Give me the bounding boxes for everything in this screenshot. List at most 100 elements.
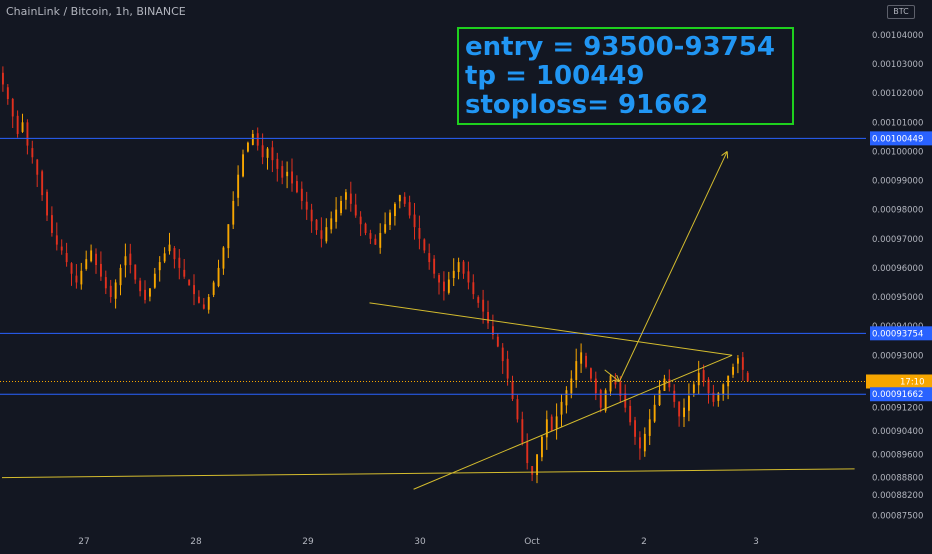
- time-tick-label: 2: [641, 537, 647, 547]
- candle-body: [722, 384, 724, 394]
- candle-body: [2, 73, 4, 85]
- candle-body: [281, 166, 283, 178]
- candle-body: [433, 259, 435, 274]
- candle-body: [90, 250, 92, 261]
- candle-body: [125, 256, 127, 265]
- candle-body: [727, 376, 729, 387]
- price-tick-label: 0.00095000: [872, 293, 923, 303]
- candle-body: [419, 228, 421, 239]
- candle-body: [517, 399, 519, 419]
- candle-body: [325, 227, 327, 241]
- candle-body: [110, 286, 112, 297]
- candle-body: [105, 277, 107, 288]
- candle-body: [267, 149, 269, 158]
- candle-body: [585, 356, 587, 367]
- trend-drawings: [2, 151, 855, 489]
- candle-body: [208, 297, 210, 310]
- candle-body: [340, 201, 342, 213]
- candle-body: [698, 373, 700, 385]
- candle-body: [693, 384, 695, 393]
- candle-body: [561, 402, 563, 415]
- candle-body: [423, 239, 425, 250]
- price-tick-label: 0.00091200: [872, 404, 923, 414]
- candle-body: [394, 204, 396, 216]
- candle-body: [178, 258, 180, 268]
- price-tick-label: 0.00089600: [872, 450, 923, 460]
- candle-body: [12, 99, 14, 117]
- price-tick-label: 0.00104000: [872, 31, 923, 41]
- candle-body: [100, 264, 102, 277]
- candle-body: [7, 87, 9, 99]
- candle-body: [463, 262, 465, 274]
- price-tick-label: 0.00103000: [872, 60, 923, 70]
- price-tick-label: 0.00096000: [872, 264, 923, 274]
- candle-body: [610, 376, 612, 392]
- candle-body: [551, 417, 553, 431]
- candle-body: [468, 271, 470, 282]
- candle-body: [556, 416, 558, 428]
- price-tick-label: 0.00098000: [872, 206, 923, 216]
- candle-body: [213, 282, 215, 294]
- candle-body: [311, 210, 313, 222]
- candle-body: [443, 282, 445, 292]
- candle-body: [659, 390, 661, 405]
- candle-body: [335, 210, 337, 222]
- price-tick-label: 0.00099000: [872, 177, 923, 187]
- price-tick-label: 0.00088800: [872, 474, 923, 484]
- candle-body: [159, 262, 161, 270]
- candle-body: [330, 218, 332, 229]
- candle-body: [458, 262, 460, 272]
- price-tick-label: 0.00088200: [872, 491, 923, 501]
- candle-body: [321, 230, 323, 238]
- candle-body: [61, 247, 63, 251]
- stoploss-note: stoploss= 91662: [465, 91, 786, 120]
- candle-body: [188, 280, 190, 285]
- price-label-text: 0.00093754: [872, 329, 923, 339]
- candle-body: [272, 147, 274, 160]
- entry-note: entry = 93500-93754: [465, 33, 786, 62]
- candle-body: [134, 265, 136, 280]
- candle-body: [566, 390, 568, 405]
- candle-body: [76, 276, 78, 283]
- candle-body: [639, 437, 641, 448]
- candle-body: [634, 420, 636, 437]
- candle-body: [526, 442, 528, 463]
- candle-body: [664, 379, 666, 391]
- candle-body: [472, 282, 474, 294]
- candle-body: [51, 215, 53, 233]
- candle-body: [453, 271, 455, 278]
- candle-body: [257, 133, 259, 145]
- candle-body: [154, 274, 156, 288]
- candle-body: [629, 406, 631, 422]
- candle-body: [448, 280, 450, 293]
- candle-body: [747, 373, 749, 382]
- candle-body: [149, 288, 151, 296]
- candle-body: [595, 379, 597, 394]
- candle-body: [296, 181, 298, 192]
- price-tick-label: 0.00093000: [872, 351, 923, 361]
- candle-body: [198, 297, 200, 303]
- candle-body: [649, 419, 651, 436]
- candle-body: [531, 466, 533, 475]
- candle-body: [673, 391, 675, 402]
- candle-body: [644, 434, 646, 451]
- candle-body: [355, 205, 357, 216]
- candle-body: [183, 270, 185, 277]
- candle-body: [360, 217, 362, 225]
- candlestick-series: [2, 66, 749, 483]
- price-tick-label: 0.00097000: [872, 235, 923, 245]
- candle-body: [732, 367, 734, 375]
- currency-badge[interactable]: BTC: [887, 5, 915, 19]
- candle-body: [139, 281, 141, 292]
- candle-body: [374, 239, 376, 245]
- trade-note-box: entry = 93500-93754 tp = 100449 stoploss…: [457, 27, 794, 125]
- candle-body: [575, 361, 577, 380]
- trend-line[interactable]: [370, 303, 733, 355]
- candle-body: [482, 300, 484, 312]
- candle-body: [232, 201, 234, 225]
- candle-body: [678, 402, 680, 417]
- trend-line[interactable]: [2, 469, 855, 478]
- candle-body: [115, 282, 117, 298]
